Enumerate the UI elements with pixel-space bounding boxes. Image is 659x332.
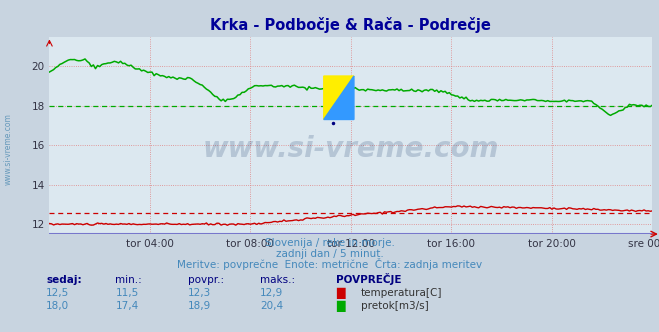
- Text: zadnji dan / 5 minut.: zadnji dan / 5 minut.: [275, 249, 384, 259]
- Text: █: █: [336, 300, 345, 312]
- Title: Krka - Podbočje & Rača - Podrečje: Krka - Podbočje & Rača - Podrečje: [210, 17, 492, 33]
- Text: 18,9: 18,9: [188, 301, 211, 311]
- Text: 12,5: 12,5: [46, 288, 69, 298]
- Text: www.si-vreme.com: www.si-vreme.com: [203, 135, 499, 163]
- Text: www.si-vreme.com: www.si-vreme.com: [3, 114, 13, 185]
- Polygon shape: [324, 76, 354, 120]
- Text: █: █: [336, 288, 345, 299]
- Text: 11,5: 11,5: [115, 288, 138, 298]
- Text: Meritve: povprečne  Enote: metrične  Črta: zadnja meritev: Meritve: povprečne Enote: metrične Črta:…: [177, 258, 482, 270]
- Text: maks.:: maks.:: [260, 275, 295, 285]
- Text: 18,0: 18,0: [46, 301, 69, 311]
- Text: min.:: min.:: [115, 275, 142, 285]
- Polygon shape: [324, 76, 354, 120]
- Text: povpr.:: povpr.:: [188, 275, 224, 285]
- Text: pretok[m3/s]: pretok[m3/s]: [361, 301, 429, 311]
- Text: 12,9: 12,9: [260, 288, 283, 298]
- Text: temperatura[C]: temperatura[C]: [361, 288, 443, 298]
- Text: POVPREČJE: POVPREČJE: [336, 273, 401, 285]
- Text: 12,3: 12,3: [188, 288, 211, 298]
- Text: 17,4: 17,4: [115, 301, 138, 311]
- Text: sedaj:: sedaj:: [46, 275, 82, 285]
- Text: Slovenija / reke in morje.: Slovenija / reke in morje.: [264, 238, 395, 248]
- Text: 20,4: 20,4: [260, 301, 283, 311]
